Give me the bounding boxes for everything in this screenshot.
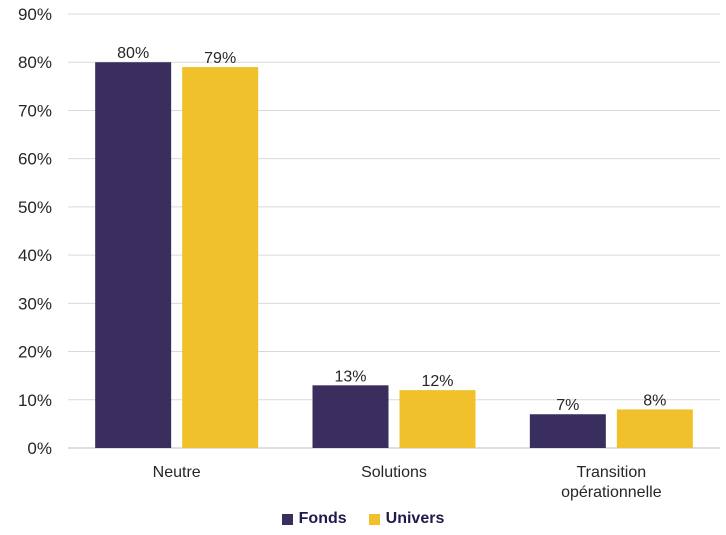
bar-fonds bbox=[95, 62, 172, 448]
data-label: 12% bbox=[421, 373, 453, 390]
data-label: 80% bbox=[117, 45, 149, 62]
y-tick-label: 80% bbox=[18, 53, 52, 72]
y-tick-label: 10% bbox=[18, 391, 52, 410]
category-label: opérationnelle bbox=[561, 484, 662, 501]
legend-label-univers: Univers bbox=[385, 510, 445, 527]
legend-item-fonds: Fonds bbox=[281, 510, 347, 528]
y-tick-label: 60% bbox=[18, 150, 52, 169]
bar-univers bbox=[616, 409, 693, 448]
y-tick-label: 30% bbox=[18, 294, 52, 313]
bar-fonds bbox=[529, 414, 606, 448]
bar-univers bbox=[182, 67, 259, 449]
data-label: 8% bbox=[643, 392, 666, 409]
data-label: 79% bbox=[204, 50, 236, 67]
y-tick-label: 70% bbox=[18, 101, 52, 120]
bar-univers bbox=[399, 390, 476, 448]
chart-legend: Fonds Univers bbox=[0, 510, 726, 528]
data-label: 7% bbox=[556, 397, 579, 414]
bar-fonds bbox=[312, 385, 389, 448]
category-label: Neutre bbox=[153, 464, 201, 481]
y-tick-label: 0% bbox=[27, 439, 52, 458]
legend-label-fonds: Fonds bbox=[298, 510, 347, 527]
legend-item-univers: Univers bbox=[368, 510, 445, 528]
category-label: Transition bbox=[577, 464, 647, 481]
legend-swatch-univers bbox=[368, 513, 380, 525]
data-label: 13% bbox=[334, 368, 366, 385]
y-tick-label: 40% bbox=[18, 246, 52, 265]
category-label: Solutions bbox=[361, 464, 427, 481]
y-tick-label: 20% bbox=[18, 343, 52, 362]
legend-swatch-fonds bbox=[281, 513, 293, 525]
y-tick-label: 50% bbox=[18, 198, 52, 217]
y-tick-label: 90% bbox=[18, 5, 52, 24]
